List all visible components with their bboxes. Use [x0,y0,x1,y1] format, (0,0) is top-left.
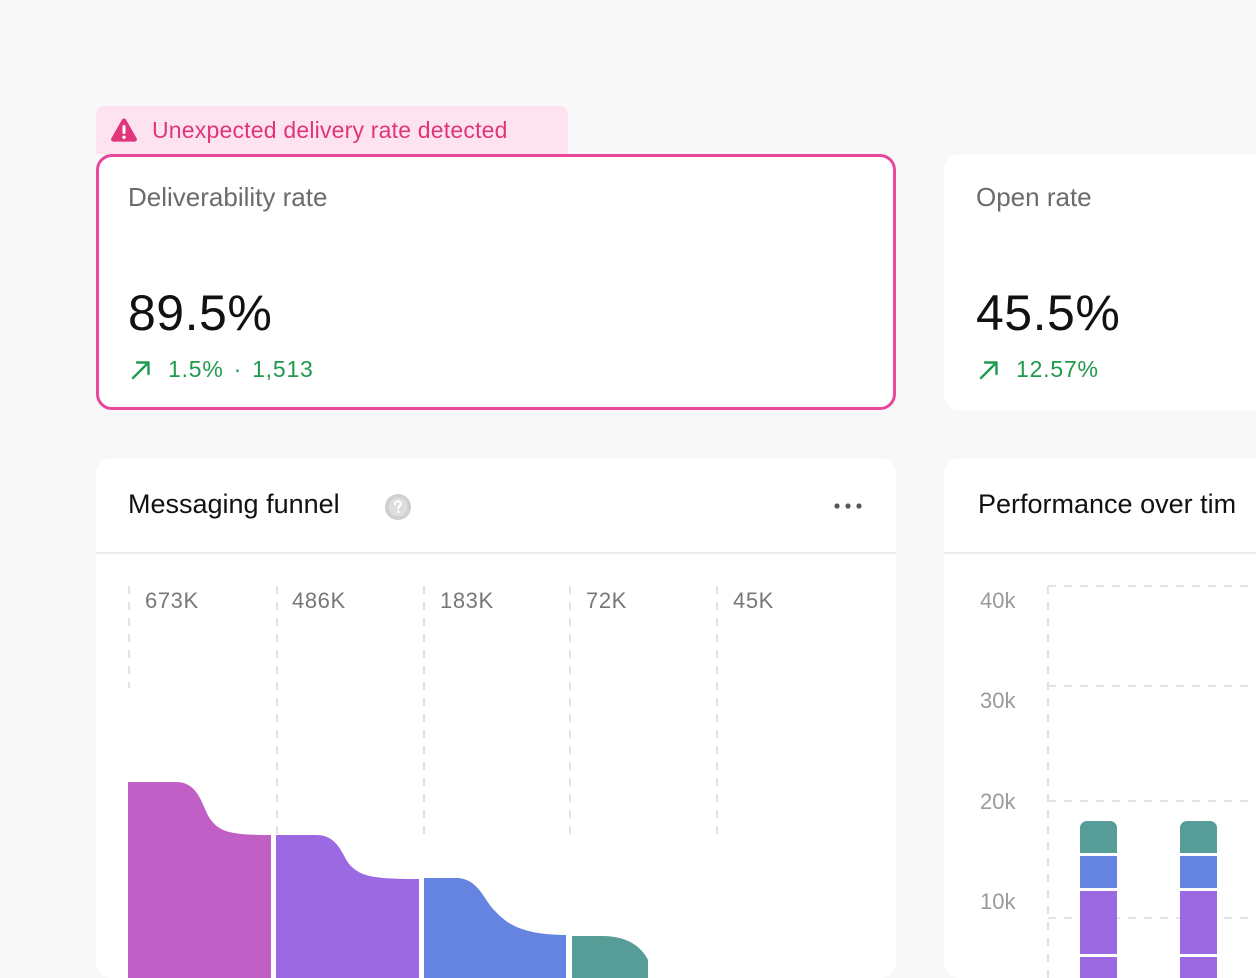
bar-segment-teal [1180,821,1217,853]
performance-chart [1047,585,1256,978]
delta-percent: 1.5% [168,356,224,382]
panel-header: Messaging funnel [96,458,896,554]
delta-separator: · [233,356,243,382]
funnel-stage-label: 673K [145,588,199,613]
kpi-title: Deliverability rate [128,182,328,212]
trend-up-arrow-icon [128,357,154,383]
kpi-delta: 1.5% · 1,513 [128,356,314,383]
funnel-chart [128,586,718,978]
deliverability-rate-card[interactable]: Deliverability rate 89.5% 1.5% · 1,513 [96,154,896,410]
bar-segment-purple [1180,957,1217,978]
y-axis-tick: 20k [980,789,1016,814]
bar-segment-blue [1080,856,1117,888]
panel-title: Messaging funnel [128,489,340,519]
alert-message: Unexpected delivery rate detected [152,116,508,143]
funnel-stage-label: 45K [733,588,774,613]
funnel-stage-label: 183K [440,588,494,613]
bar-segment-teal [1080,821,1117,853]
kpi-value: 45.5% [976,285,1121,341]
y-axis-tick: 10k [980,889,1016,914]
y-axis-tick: 40k [980,588,1016,613]
delta-percent: 12.57% [1016,356,1099,382]
performance-panel: Performance over tim 40k 30k 20k 10k [944,458,1256,978]
bar-segment-purple [1180,891,1217,954]
delta-count: 1,513 [252,356,314,382]
warning-triangle-icon [110,117,138,143]
panel-title: Performance over tim [978,489,1237,519]
funnel-segment-2 [276,835,419,978]
trend-up-arrow-icon [976,357,1002,383]
bar-segment-purple [1080,891,1117,954]
help-circle-icon[interactable] [384,493,412,521]
stacked-bar [1080,821,1117,978]
bar-segment-blue [1180,856,1217,888]
kpi-delta: 12.57% [976,356,1099,383]
funnel-stage-label: 72K [586,588,627,613]
funnel-segment-1 [128,782,271,978]
funnel-stage-label: 486K [292,588,346,613]
more-horizontal-icon[interactable] [832,498,864,514]
kpi-title: Open rate [976,182,1092,212]
stacked-bar [1180,821,1217,978]
messaging-funnel-panel: Messaging funnel 673K 486K 183K 72K 45K [96,458,896,978]
funnel-segment-4 [572,936,648,978]
bar-segment-purple [1080,957,1117,978]
kpi-value: 89.5% [128,285,273,341]
panel-header: Performance over tim [944,458,1256,554]
funnel-segment-3 [424,878,566,978]
anomaly-alert-tab[interactable]: Unexpected delivery rate detected [96,106,568,154]
y-axis-tick: 30k [980,688,1016,713]
open-rate-card[interactable]: Open rate 45.5% 12.57% [944,154,1256,410]
